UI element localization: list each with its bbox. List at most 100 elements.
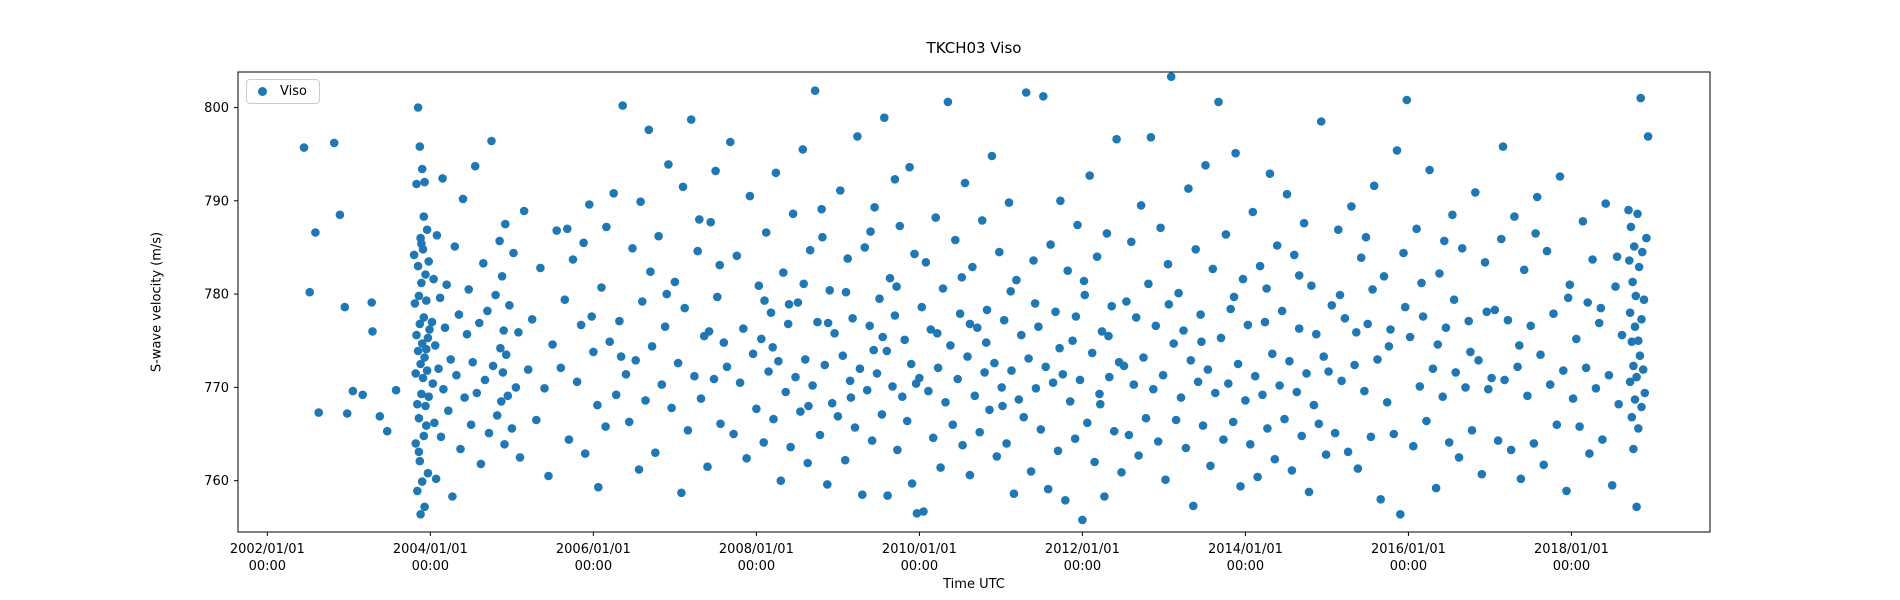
scatter-point <box>926 325 936 334</box>
scatter-point <box>415 319 425 329</box>
scatter-point <box>757 334 766 344</box>
scatter-point <box>1287 466 1297 475</box>
scatter-point <box>618 101 627 110</box>
scatter-point <box>420 177 429 187</box>
scatter-point <box>1335 290 1345 300</box>
legend-label: Viso <box>280 84 307 99</box>
x-tick-label: 2018/01/01 <box>1534 542 1609 557</box>
scatter-point <box>1583 298 1592 307</box>
scatter-point <box>497 397 506 406</box>
scatter-point <box>1635 351 1645 361</box>
x-tick-label: 00:00 <box>412 559 449 574</box>
scatter-point <box>1625 377 1635 387</box>
scatter-point <box>1012 275 1021 285</box>
scatter-point <box>311 228 320 237</box>
scatter-point <box>1161 475 1170 485</box>
scatter-point <box>1299 218 1309 228</box>
scatter-point <box>990 358 999 368</box>
scatter-point <box>754 281 764 291</box>
scatter-point <box>1531 229 1540 238</box>
scatter-point <box>1482 307 1491 317</box>
scatter-point <box>963 352 972 361</box>
scatter-point <box>858 490 867 500</box>
scatter-point <box>970 391 980 401</box>
scatter-point <box>1017 330 1026 340</box>
y-tick-label: 790 <box>204 194 229 209</box>
scatter-point <box>941 398 950 407</box>
scatter-point <box>1214 97 1223 107</box>
scatter-point <box>1639 295 1649 305</box>
scatter-point <box>576 320 586 330</box>
scatter-point <box>429 274 438 284</box>
scatter-point <box>1627 337 1637 347</box>
scatter-point <box>1191 245 1200 254</box>
scatter-point <box>1503 315 1513 325</box>
scatter-point <box>890 175 900 184</box>
scatter-point <box>1376 495 1385 504</box>
scatter-point <box>1330 428 1340 438</box>
scatter-point <box>1169 339 1178 348</box>
scatter-point <box>1201 161 1210 170</box>
scatter-point <box>563 224 572 234</box>
y-axis-label: S-wave velocity (m/s) <box>149 231 165 373</box>
x-tick-label: 2008/01/01 <box>719 542 794 557</box>
scatter-point <box>430 418 439 428</box>
scatter-point <box>1637 402 1646 412</box>
scatter-point <box>804 401 813 411</box>
scatter-point <box>419 313 429 322</box>
scatter-point <box>1163 259 1173 269</box>
scatter-point <box>358 390 368 400</box>
scatter-point <box>1014 395 1024 404</box>
scatter-point <box>985 405 994 415</box>
scatter-point <box>1389 429 1399 439</box>
scatter-point <box>799 279 808 289</box>
scatter-point <box>432 231 442 240</box>
scatter-point <box>810 86 820 95</box>
scatter-point <box>1075 375 1085 385</box>
scatter-point <box>883 491 892 500</box>
scatter-point <box>499 326 509 335</box>
scatter-point <box>367 298 377 307</box>
scatter-point <box>431 474 441 484</box>
scatter-point <box>1312 329 1321 339</box>
scatter-point <box>1024 354 1033 363</box>
scatter-point <box>1292 387 1302 397</box>
scatter-point <box>888 382 897 391</box>
scatter-point <box>624 417 634 427</box>
scatter-point <box>827 398 837 408</box>
scatter-point <box>609 189 618 198</box>
scatter-point <box>418 373 428 383</box>
scatter-point <box>1046 240 1055 249</box>
scatter-point <box>580 449 590 458</box>
scatter-point <box>1129 380 1139 389</box>
scatter-point <box>1368 285 1377 294</box>
scatter-point <box>417 164 427 174</box>
scatter-point <box>442 280 452 290</box>
scatter-point <box>507 424 517 433</box>
scatter-point <box>616 352 626 361</box>
scatter-point <box>880 113 889 122</box>
scatter-point <box>1229 292 1239 302</box>
scatter-point <box>1575 422 1584 431</box>
scatter-point <box>421 401 430 411</box>
scatter-point <box>1629 444 1638 454</box>
scatter-point <box>1104 331 1113 341</box>
scatter-point <box>865 321 874 331</box>
scatter-point <box>476 459 486 469</box>
scatter-point <box>912 509 922 518</box>
scatter-point <box>615 316 624 326</box>
scatter-point <box>1092 252 1102 261</box>
scatter-point <box>860 243 870 252</box>
scatter-point <box>803 458 812 468</box>
scatter-point <box>1477 469 1487 479</box>
scatter-point <box>1627 412 1637 422</box>
scatter-point <box>423 468 433 478</box>
scatter-point <box>416 510 425 519</box>
scatter-point <box>532 415 541 425</box>
scatter-point <box>678 182 688 192</box>
scatter-point <box>552 226 561 235</box>
scatter-point <box>1260 317 1270 327</box>
scatter-point <box>752 404 761 414</box>
scatter-point <box>414 291 424 301</box>
scatter-point <box>464 285 474 294</box>
